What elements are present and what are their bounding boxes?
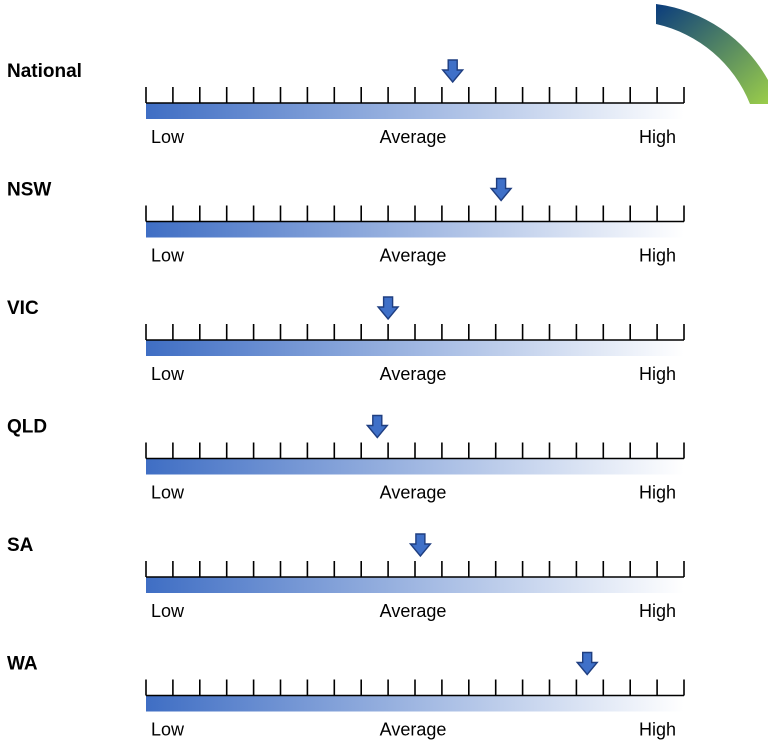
- value-marker-arrow-icon: [489, 177, 513, 202]
- region-label: VIC: [7, 298, 39, 319]
- high-label: High: [639, 720, 676, 740]
- low-label: Low: [151, 483, 185, 503]
- low-label: Low: [151, 364, 185, 384]
- gradient-bar: [146, 221, 684, 238]
- high-label: High: [639, 246, 676, 266]
- high-label: High: [639, 127, 676, 147]
- average-label: Average: [380, 127, 447, 147]
- value-marker-arrow-icon: [408, 533, 432, 558]
- gauge-row: National Low Average High: [7, 59, 685, 147]
- corner-arc-decoration: [656, 4, 768, 104]
- value-marker-arrow-icon: [441, 59, 465, 84]
- gradient-bar: [146, 103, 684, 119]
- region-label: SA: [7, 535, 34, 556]
- value-marker-arrow-icon: [376, 296, 400, 321]
- average-label: Average: [380, 720, 447, 740]
- high-label: High: [639, 364, 676, 384]
- gauge-row: QLD Low Average High: [7, 414, 685, 503]
- gradient-bar: [146, 458, 684, 475]
- average-label: Average: [380, 246, 447, 266]
- region-label: National: [7, 61, 82, 82]
- gradient-bar: [146, 340, 684, 356]
- gauge-row: NSW Low Average High: [7, 177, 685, 266]
- region-label: QLD: [7, 417, 47, 438]
- average-label: Average: [380, 601, 447, 621]
- low-label: Low: [151, 601, 185, 621]
- average-label: Average: [380, 483, 447, 503]
- high-label: High: [639, 601, 676, 621]
- value-marker-arrow-icon: [365, 414, 389, 439]
- gauge-row: WA Low Average High: [7, 651, 685, 740]
- average-label: Average: [380, 364, 447, 384]
- value-marker-arrow-icon: [575, 651, 599, 676]
- region-label: WA: [7, 654, 38, 675]
- low-label: Low: [151, 127, 185, 147]
- gauge-row: SA Low Average High: [7, 533, 685, 621]
- low-label: Low: [151, 246, 185, 266]
- low-label: Low: [151, 720, 185, 740]
- high-label: High: [639, 483, 676, 503]
- gradient-bar: [146, 577, 684, 593]
- gauge-row: VIC Low Average High: [7, 296, 685, 384]
- region-label: NSW: [7, 180, 51, 201]
- gradient-bar: [146, 695, 684, 712]
